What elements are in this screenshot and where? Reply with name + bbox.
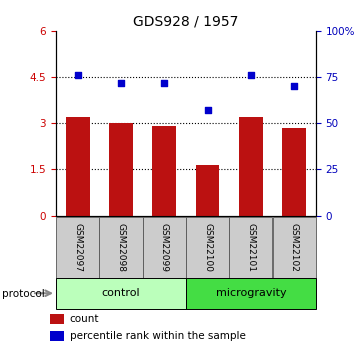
Bar xyxy=(229,217,273,278)
Text: GSM22100: GSM22100 xyxy=(203,223,212,272)
Bar xyxy=(99,217,143,278)
Text: GSM22101: GSM22101 xyxy=(247,223,255,272)
Bar xyxy=(50,314,64,324)
Bar xyxy=(239,117,263,216)
Text: GSM22098: GSM22098 xyxy=(117,223,125,272)
Text: percentile rank within the sample: percentile rank within the sample xyxy=(70,331,245,341)
Point xyxy=(248,72,254,78)
Bar xyxy=(282,128,306,216)
Text: count: count xyxy=(70,314,99,324)
Bar xyxy=(50,332,64,341)
Text: microgravity: microgravity xyxy=(216,288,286,298)
Point xyxy=(291,84,297,89)
Title: GDS928 / 1957: GDS928 / 1957 xyxy=(133,14,239,29)
Bar xyxy=(152,126,176,216)
Bar xyxy=(56,278,186,309)
Text: GSM22099: GSM22099 xyxy=(160,223,169,272)
Bar xyxy=(143,217,186,278)
Point xyxy=(118,80,124,86)
Bar xyxy=(109,124,133,216)
Point xyxy=(161,80,167,86)
Bar xyxy=(196,165,219,216)
Point xyxy=(205,108,210,113)
Text: GSM22097: GSM22097 xyxy=(73,223,82,272)
Text: GSM22102: GSM22102 xyxy=(290,223,299,272)
Bar xyxy=(56,217,99,278)
Bar xyxy=(273,217,316,278)
Text: control: control xyxy=(102,288,140,298)
Bar xyxy=(186,217,229,278)
Bar xyxy=(186,278,316,309)
Bar xyxy=(66,117,90,216)
Point xyxy=(75,72,81,78)
Text: protocol: protocol xyxy=(2,289,44,299)
